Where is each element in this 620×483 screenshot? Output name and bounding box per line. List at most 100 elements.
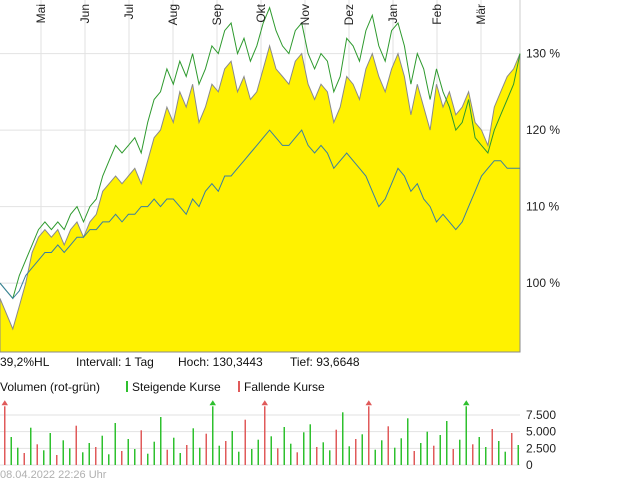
interval-label: Intervall: 1 Tag xyxy=(76,355,154,369)
volume-bar-up xyxy=(218,445,220,465)
volume-bar-up xyxy=(10,437,12,465)
volume-bar-up xyxy=(192,428,194,465)
series-line-blue xyxy=(0,129,520,300)
volume-bar-up xyxy=(270,436,272,465)
volume-bar-up xyxy=(465,406,467,465)
volume-bar-up xyxy=(62,440,64,465)
range-label: 39,2%HL xyxy=(0,355,50,369)
volume-bar-up xyxy=(394,447,396,465)
month-label: Jan xyxy=(386,4,400,23)
volume-bar-up xyxy=(147,453,149,465)
volume-bar-down xyxy=(56,455,58,465)
volume-bar-up xyxy=(82,452,84,465)
volume-bar-up xyxy=(231,431,233,465)
volume-bar-down xyxy=(95,447,97,465)
volume-bar-up xyxy=(446,421,448,465)
volume-bar-down xyxy=(472,444,474,465)
x-axis-months: Mai Jun Jul Aug Sep Okt Nov Dez Jan Feb Mär xyxy=(34,3,488,25)
volume-bar-down xyxy=(368,406,370,465)
volume-bar-up xyxy=(504,451,506,465)
volume-bar-up xyxy=(420,443,422,465)
price-area xyxy=(0,44,521,353)
volume-bar-up xyxy=(309,424,311,465)
month-label: Dez xyxy=(342,4,356,25)
volume-bar-up xyxy=(485,447,487,465)
volume-overflow-marker xyxy=(365,400,372,406)
volume-bar-down xyxy=(355,439,357,465)
volume-bar-up xyxy=(361,434,363,465)
volume-bar-up xyxy=(348,446,350,465)
y-tick-label: 110 % xyxy=(526,200,559,214)
volume-bar-up xyxy=(251,449,253,465)
month-label: Aug xyxy=(166,4,180,25)
month-label: Nov xyxy=(298,4,312,25)
high-label: Hoch: 130,3443 xyxy=(178,355,263,369)
volume-bar-up xyxy=(329,450,331,465)
y-tick-label: 130 % xyxy=(526,47,560,61)
volume-overflow-marker xyxy=(209,400,216,406)
volume-bar-down xyxy=(433,445,435,465)
volume-bar-up xyxy=(342,412,344,465)
volume-tick-label: 7.500 xyxy=(526,408,556,422)
month-label: Okt xyxy=(254,3,268,22)
volume-bar-up xyxy=(374,449,376,465)
volume-bar-up xyxy=(303,432,305,465)
volume-tick-label: 5.000 xyxy=(526,425,556,439)
volume-bar-up xyxy=(478,437,480,465)
volume-bar-up xyxy=(439,435,441,465)
volume-bar-down xyxy=(121,451,123,465)
volume-bar-up xyxy=(238,451,240,465)
volume-bar-down xyxy=(75,425,77,465)
legend-volume: Volumen (rot-grün) xyxy=(0,380,101,394)
volume-bar-up xyxy=(257,439,259,465)
volume-bars xyxy=(1,400,519,465)
volume-bar-down xyxy=(335,429,337,465)
y-tick-label: 100 % xyxy=(526,276,560,290)
volume-bar-up xyxy=(283,427,285,465)
y-axis-ticks: 130 % 120 % 110 % 100 % xyxy=(526,47,560,291)
volume-bar-up xyxy=(30,427,32,465)
volume-bar-up xyxy=(69,448,71,465)
volume-bar-down xyxy=(387,426,389,465)
legend-rising: Steigende Kurse xyxy=(126,380,221,394)
volume-bar-up xyxy=(160,417,162,465)
month-label: Feb xyxy=(430,4,444,25)
volume-bar-down xyxy=(244,419,246,465)
rising-swatch xyxy=(126,381,128,392)
volume-bar-down xyxy=(186,445,188,465)
volume-bar-down xyxy=(511,433,513,465)
volume-bar-up xyxy=(127,439,129,465)
volume-chart: 7.500 5.000 2.500 0 xyxy=(0,400,556,470)
volume-bar-up xyxy=(179,453,181,465)
volume-bar-down xyxy=(23,453,25,465)
volume-grid xyxy=(0,414,520,466)
volume-bar-down xyxy=(225,441,227,465)
month-label: Jun xyxy=(78,4,92,23)
volume-bar-up xyxy=(134,449,136,465)
month-label: Mai xyxy=(34,4,48,23)
volume-bar-down xyxy=(166,449,168,465)
volume-bar-up xyxy=(426,431,428,465)
volume-tick-label: 0 xyxy=(526,458,533,470)
volume-bar-down xyxy=(205,433,207,465)
volume-bar-up xyxy=(517,445,519,465)
y-tick-label: 120 % xyxy=(526,123,560,137)
price-chart: Mai Jun Jul Aug Sep Okt Nov Dez Jan Feb Mär 130 %1… xyxy=(0,0,560,353)
volume-bar-down xyxy=(140,430,142,465)
month-label: Jul xyxy=(122,4,136,19)
month-label: Mär xyxy=(474,4,488,25)
low-label: Tief: 93,6648 xyxy=(290,355,360,369)
volume-bar-up xyxy=(199,447,201,465)
legend-falling: Fallende Kurse xyxy=(238,380,325,394)
volume-bar-down xyxy=(452,449,454,465)
volume-bar-down xyxy=(491,429,493,465)
volume-bar-up xyxy=(108,454,110,465)
volume-bar-up xyxy=(173,437,175,465)
volume-overflow-marker xyxy=(463,400,470,406)
volume-bar-down xyxy=(316,447,318,465)
volume-overflow-marker xyxy=(1,400,8,406)
volume-bar-up xyxy=(43,450,45,465)
volume-bar-down xyxy=(4,406,6,465)
volume-bar-up xyxy=(101,435,103,465)
falling-swatch xyxy=(238,381,240,392)
